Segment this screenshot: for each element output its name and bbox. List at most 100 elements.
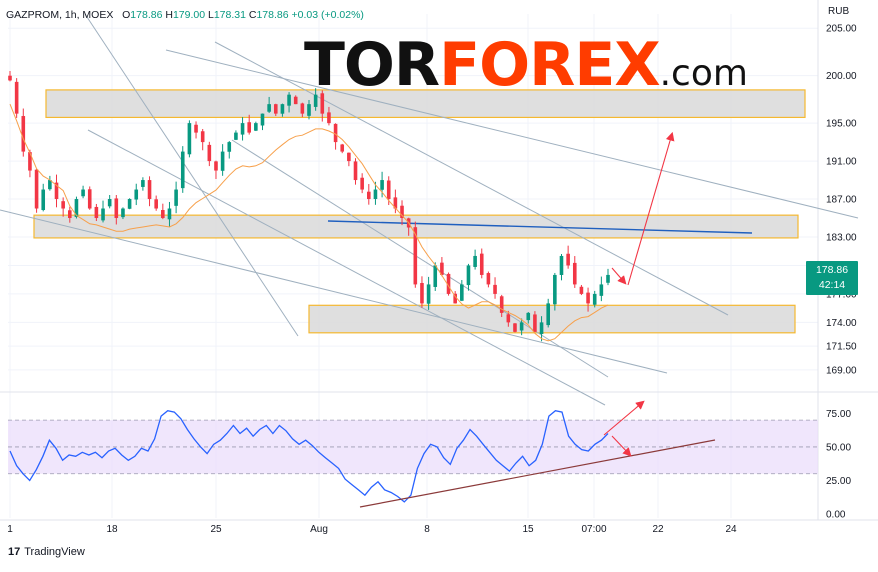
symbol-name[interactable]: GAZPROM, 1h, MOEX <box>6 9 114 21</box>
candle-body <box>453 293 457 304</box>
candle-body <box>460 284 464 301</box>
candle <box>161 203 165 220</box>
candle <box>493 277 497 299</box>
projection-arrow <box>611 267 627 285</box>
candle <box>107 195 112 209</box>
candle <box>479 248 484 279</box>
candle <box>320 90 325 122</box>
candle-body <box>479 253 484 275</box>
candle-body <box>420 282 424 304</box>
candle-body <box>466 265 471 286</box>
candle-body <box>307 104 311 116</box>
candle-body <box>446 273 451 294</box>
candle <box>114 195 119 225</box>
candle-body <box>592 293 597 305</box>
candle-body <box>426 284 431 304</box>
rsi-trend-line <box>359 439 716 508</box>
candle <box>207 141 212 167</box>
low-label: L <box>207 9 214 21</box>
rsi-layer <box>8 409 818 508</box>
candle <box>526 311 531 324</box>
candle-body <box>134 189 139 200</box>
arrow-layer <box>603 131 675 457</box>
candle-body <box>353 161 358 181</box>
price-tick-label: 205.00 <box>826 24 857 35</box>
price-tick-label: 183.00 <box>826 232 857 243</box>
candle-body <box>180 151 185 189</box>
trend-line <box>0 209 668 374</box>
candle-body <box>247 122 251 133</box>
candle <box>333 123 338 150</box>
candle <box>539 316 544 342</box>
candle-body <box>327 112 331 124</box>
candle-body <box>440 262 444 275</box>
zones-layer <box>33 89 806 334</box>
candle <box>367 184 371 205</box>
candle <box>220 144 225 176</box>
candle-body <box>393 197 398 209</box>
candle-body <box>380 180 384 190</box>
candle <box>466 263 471 291</box>
tradingview-logo[interactable]: 17 TradingView <box>8 546 85 558</box>
time-tick-label: 07:00 <box>581 524 606 535</box>
candle <box>340 143 345 154</box>
candle-body <box>161 210 165 219</box>
candle-body <box>586 292 590 304</box>
candle <box>234 130 238 141</box>
trend-line <box>87 129 606 406</box>
candles-layer[interactable] <box>8 70 610 342</box>
brand-forex: FOREX <box>439 30 660 100</box>
candle <box>327 106 331 126</box>
candle <box>101 200 105 223</box>
candle-body <box>220 151 225 171</box>
candle <box>446 272 451 296</box>
candle <box>14 78 19 118</box>
candle-body <box>499 296 504 313</box>
candle-body <box>599 284 604 296</box>
rsi-tick-label: 75.00 <box>826 409 851 420</box>
candle <box>353 158 358 185</box>
rsi-tick-label: 0.00 <box>826 509 846 520</box>
candle <box>134 183 139 206</box>
candle-body <box>127 199 132 209</box>
candle-body <box>519 322 524 331</box>
tradingview-mark: 17 <box>8 546 21 558</box>
time-tick-label: 15 <box>522 524 534 535</box>
candle-body <box>34 169 39 209</box>
candle <box>154 195 158 211</box>
projection-arrow <box>603 400 645 436</box>
candle <box>373 181 378 205</box>
candle <box>300 102 305 118</box>
price-tick-label: 195.00 <box>826 119 857 130</box>
candle <box>506 310 511 327</box>
candle-body <box>493 284 497 294</box>
candle-body <box>101 208 105 221</box>
candle <box>273 103 278 117</box>
candle <box>360 173 364 194</box>
currency-label: RUB <box>828 6 850 17</box>
candle-body <box>61 201 65 209</box>
candle <box>499 294 504 318</box>
symbol-header[interactable]: GAZPROM, 1h, MOEX O178.86 H179.00 L178.3… <box>6 9 364 21</box>
close-label: C <box>248 9 257 21</box>
price-tick-label: 171.50 <box>826 342 857 353</box>
candle <box>247 114 251 135</box>
candle-body <box>114 198 119 219</box>
brand-com: .com <box>659 53 748 94</box>
projection-arrow <box>627 131 675 286</box>
low-value: 178.31 <box>213 9 246 21</box>
torforex-logo: TORFOREX.com <box>304 30 748 100</box>
candle-body <box>8 75 12 81</box>
candle-body <box>94 206 99 219</box>
candle <box>141 177 145 191</box>
candle-body <box>546 303 550 326</box>
candle-body <box>74 199 79 218</box>
open-label: O <box>122 9 131 21</box>
candle <box>200 128 205 151</box>
trend-line <box>214 41 729 316</box>
candle-body <box>526 312 531 321</box>
candle-body <box>267 104 271 112</box>
candle <box>81 185 85 199</box>
candle-body <box>433 265 438 287</box>
candle-body <box>14 81 19 114</box>
